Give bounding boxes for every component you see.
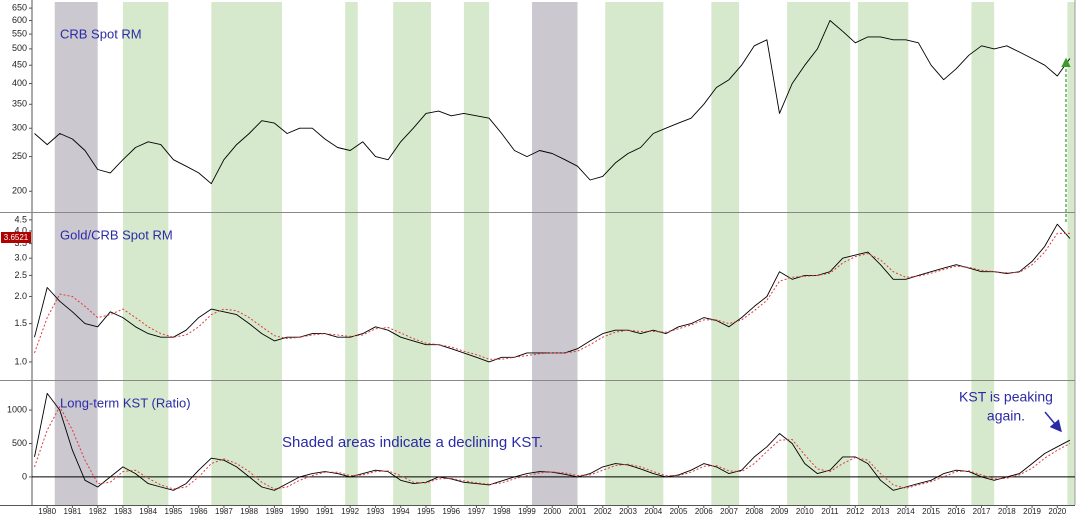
x-tick-label: 1993 <box>367 507 385 516</box>
x-tick-label: 1986 <box>190 507 208 516</box>
shaded-period <box>787 2 851 505</box>
x-tick-label: 1989 <box>266 507 284 516</box>
shaded-period <box>532 2 578 505</box>
x-tick-label: 1994 <box>392 507 410 516</box>
x-tick-label: 2016 <box>947 507 965 516</box>
x-tick-label: 1997 <box>468 507 486 516</box>
current-value-box <box>1 232 31 243</box>
x-tick-label: 2008 <box>745 507 763 516</box>
x-tick-label: 1982 <box>89 507 107 516</box>
y-tick-label: 300 <box>12 123 27 133</box>
label-layer: 200 250 300 350 400 450 500 550 600 650 CRB Spot R… <box>1 2 1071 516</box>
moving-average-line <box>34 232 1070 360</box>
x-tick-label: 1998 <box>493 507 511 516</box>
y-tick-label: 4.5 <box>14 214 27 224</box>
x-tick-label: 2009 <box>771 507 789 516</box>
y-tick-label: 550 <box>12 28 27 38</box>
x-tick-label: 2007 <box>720 507 738 516</box>
x-tick-label: 2001 <box>569 507 587 516</box>
y-tick-label: 1.5 <box>14 318 27 328</box>
y-tick-label: 250 <box>12 151 27 161</box>
x-tick-label: 2018 <box>998 507 1016 516</box>
x-tick-label: 1988 <box>240 507 258 516</box>
x-tick-label: 1983 <box>114 507 132 516</box>
panel-title: CRB Spot RM <box>60 26 142 41</box>
shaded-period <box>393 2 432 505</box>
x-tick-label: 1992 <box>341 507 359 516</box>
x-tick-label: 2002 <box>594 507 612 516</box>
y-tick-label: 400 <box>12 78 27 88</box>
y-tick-label: 200 <box>12 186 27 196</box>
data-line <box>34 392 1071 491</box>
shaded-period <box>122 2 169 505</box>
shaded-period <box>463 2 490 505</box>
shading-layer <box>54 2 1075 505</box>
x-tick-label: 2020 <box>1048 507 1066 516</box>
x-tick-label: 2011 <box>821 507 839 516</box>
x-tick-label: 2019 <box>1023 507 1041 516</box>
x-tick-label: 1996 <box>442 507 460 516</box>
x-tick-label: 2014 <box>897 507 915 516</box>
y-tick-label: 2.0 <box>14 291 27 301</box>
blue-arrow <box>1044 411 1062 433</box>
y-tick-label: 500 <box>12 438 27 448</box>
shaded-period <box>1067 2 1075 505</box>
y-tick-label: 600 <box>12 15 27 25</box>
annotation: Shaded areas indicate a declining KST. <box>282 434 543 451</box>
y-tick-label: 500 <box>12 43 27 53</box>
shaded-period <box>211 2 283 505</box>
line-layer <box>34 20 1071 491</box>
x-tick-label: 2005 <box>670 507 688 516</box>
shaded-period <box>711 2 740 505</box>
shaded-period <box>605 2 664 505</box>
x-tick-label: 2010 <box>796 507 814 516</box>
y-tick-label: 2.5 <box>14 270 27 280</box>
y-tick-label: 3.0 <box>14 253 27 263</box>
x-tick-label: 1991 <box>316 507 334 516</box>
panel-title: Gold/CRB Spot RM <box>60 227 173 242</box>
shaded-period <box>345 2 358 505</box>
x-tick-label: 2017 <box>973 507 991 516</box>
panel-title: Long-term KST (Ratio) <box>60 395 191 410</box>
x-tick-label: 2013 <box>872 507 890 516</box>
shaded-period <box>857 2 909 505</box>
x-tick-label: 1981 <box>64 507 82 516</box>
annotation: KST is peaking <box>959 389 1053 405</box>
x-tick-label: 1985 <box>165 507 183 516</box>
annotation: again. <box>987 408 1025 424</box>
x-tick-label: 1990 <box>291 507 309 516</box>
x-tick-label: 2003 <box>619 507 637 516</box>
y-tick-label: 0 <box>22 471 27 481</box>
data-line <box>34 223 1071 363</box>
x-tick-label: 2000 <box>543 507 561 516</box>
axis-layer <box>0 0 1076 508</box>
x-tick-label: 1995 <box>417 507 435 516</box>
x-tick-label: 1984 <box>139 507 157 516</box>
x-tick-label: 2004 <box>644 507 662 516</box>
shaded-period <box>971 2 995 505</box>
x-tick-label: 2012 <box>846 507 864 516</box>
x-tick-label: 1980 <box>38 507 56 516</box>
shaded-period <box>54 2 98 505</box>
x-tick-label: 1987 <box>215 507 233 516</box>
y-tick-label: 450 <box>12 60 27 70</box>
y-tick-label: 4.0 <box>14 225 27 235</box>
current-value-label: 3.6521 <box>4 233 29 242</box>
y-tick-label: 1.0 <box>14 356 27 366</box>
y-tick-label: 650 <box>12 2 27 12</box>
y-tick-label: 350 <box>12 99 27 109</box>
data-line <box>34 20 1071 185</box>
x-tick-label: 2015 <box>922 507 940 516</box>
moving-average-line <box>34 406 1071 490</box>
x-tick-label: 2006 <box>695 507 713 516</box>
x-tick-label: 1999 <box>518 507 536 516</box>
y-tick-label: 1000 <box>7 404 27 414</box>
